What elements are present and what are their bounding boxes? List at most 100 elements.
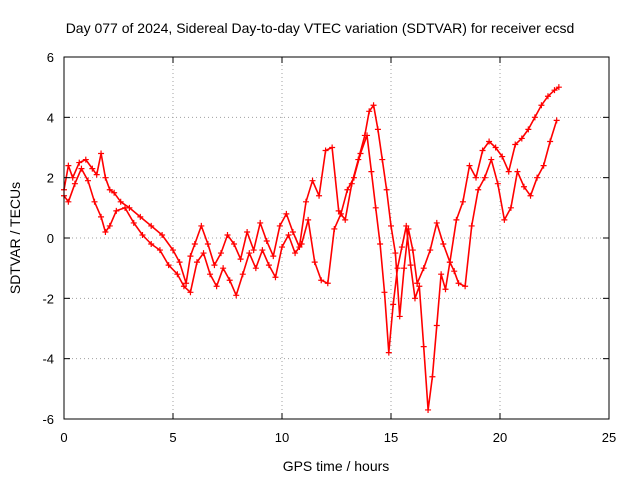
data-point-marker [65,198,72,205]
data-point-marker [246,250,253,257]
data-point-marker [244,228,251,235]
data-point-marker [183,280,190,287]
data-point-marker [139,231,146,238]
data-point-marker [492,144,499,151]
data-point-marker [475,186,482,193]
data-point-marker [377,241,384,248]
data-point-marker [357,150,364,157]
data-point-marker [401,265,408,272]
data-point-marker [265,262,272,269]
data-point-marker [525,126,532,133]
data-point-marker [429,373,436,380]
data-point-marker [263,238,270,245]
data-point-marker [106,222,113,229]
data-point-marker [370,102,377,109]
x-axis-label: GPS time / hours [283,458,390,474]
data-point-marker [527,192,534,199]
y-tick-label: 0 [47,231,54,246]
data-point-marker [250,247,257,254]
data-point-marker [130,219,137,226]
data-point-marker [292,250,299,257]
data-point-marker [479,147,486,154]
data-point-marker [486,138,493,145]
data-point-marker [335,207,342,214]
series-2 [61,117,560,413]
x-tick-label: 15 [384,430,398,445]
data-point-marker [231,241,238,248]
data-point-marker [364,132,371,139]
y-tick-label: 4 [47,110,54,125]
data-point-marker [505,168,512,175]
data-point-marker [438,271,445,278]
data-point-marker [187,253,194,260]
data-point-marker [331,225,338,232]
data-point-marker [279,244,285,251]
data-point-marker [84,177,91,184]
data-point-marker [459,198,466,205]
data-point-marker [148,222,155,229]
data-point-marker [65,162,72,169]
data-point-marker [379,156,386,163]
data-point-marker [311,259,318,266]
data-point-marker [106,186,113,193]
data-point-marker [252,265,259,272]
data-point-marker [473,174,480,181]
data-point-marker [329,144,336,151]
data-point-marker [383,186,390,193]
data-point-marker [466,162,473,169]
series-1 [61,84,562,320]
data-point-marker [193,259,200,266]
data-point-marker [239,271,246,278]
data-point-marker [224,231,231,238]
data-point-marker [318,277,325,284]
data-point-marker [396,313,403,320]
data-point-marker [204,241,211,248]
data-point-marker [392,250,399,257]
x-tick-label: 20 [493,430,507,445]
data-point-marker [344,186,351,193]
data-series [61,84,562,413]
data-point-marker [165,262,172,269]
data-point-marker [544,93,551,100]
data-point-marker [180,283,187,290]
data-point-marker [440,241,447,248]
data-point-marker [416,283,423,290]
x-tick-label: 5 [169,430,176,445]
x-tick-label: 25 [602,430,616,445]
data-point-marker [538,102,545,109]
data-point-marker [102,228,109,235]
data-point-marker [302,198,309,205]
data-point-marker [316,192,323,199]
data-point-marker [342,216,349,223]
data-point-marker [499,153,506,160]
data-point-marker [407,262,414,269]
data-point-marker [420,265,427,272]
data-point-marker [366,108,373,115]
x-tick-label: 0 [60,430,67,445]
data-point-marker [78,165,85,172]
data-point-marker [226,277,233,284]
data-point-marker [488,156,495,163]
data-point-marker [540,162,547,169]
data-point-marker [427,247,434,254]
data-point-marker [113,207,120,214]
data-point-marker [337,210,344,217]
data-point-marker [187,289,194,296]
data-point-marker [512,141,519,148]
data-point-marker [298,241,305,248]
data-point-marker [174,271,181,278]
data-point-marker [433,219,440,226]
data-point-marker [237,256,244,263]
data-point-marker [433,322,440,329]
data-point-marker [198,222,205,229]
data-point-marker [122,204,129,211]
series-trace [63,86,560,318]
data-point-marker [71,180,78,187]
y-tick-label: -2 [42,291,54,306]
data-point-marker [468,222,475,229]
data-point-marker [309,177,316,184]
data-point-marker [220,265,227,272]
data-point-marker [388,222,394,229]
data-point-marker [414,280,421,287]
